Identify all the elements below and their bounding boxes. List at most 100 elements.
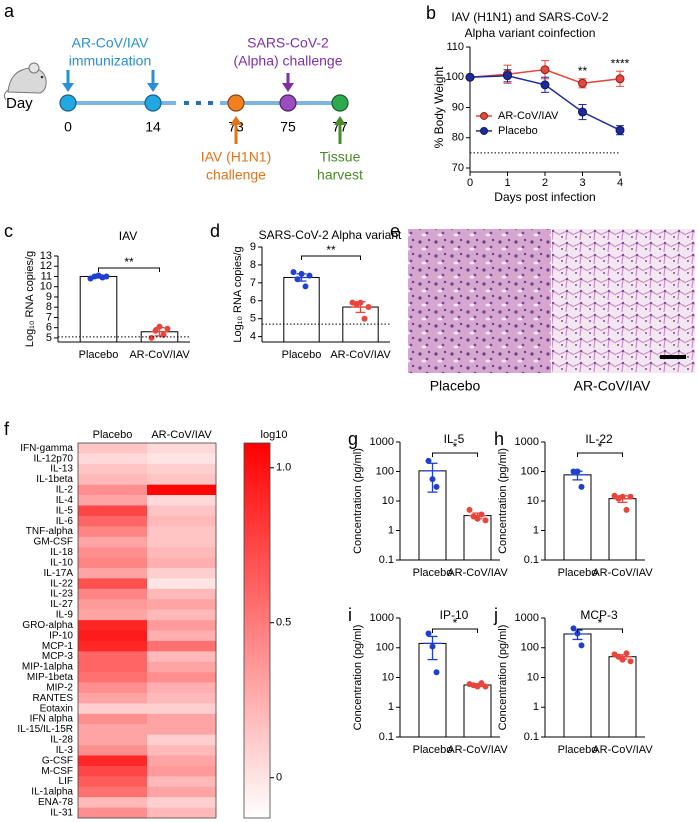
data-point xyxy=(474,515,481,522)
y-tick-label: 1000 xyxy=(515,612,539,624)
histology-image xyxy=(552,229,695,373)
row-label: IL-22 xyxy=(50,578,73,589)
timeline-point xyxy=(227,94,245,112)
y-tick-label: 9 xyxy=(250,241,256,253)
heatmap-cell xyxy=(78,568,148,579)
data-point xyxy=(482,517,489,524)
x-tick-label: AR-CoV/IAV xyxy=(129,349,190,361)
row-label: Eotaxin xyxy=(40,703,73,714)
data-point xyxy=(148,334,155,341)
data-point xyxy=(574,630,581,637)
column-label: AR-CoV/IAV xyxy=(151,429,212,441)
y-axis-label: Concentration (pg/ml) xyxy=(352,625,364,731)
data-point xyxy=(578,78,587,88)
data-point xyxy=(429,476,436,483)
heatmap-cell xyxy=(78,765,148,777)
event-label: Tissue xyxy=(320,149,361,165)
timeline-point xyxy=(331,94,349,112)
row-label: IL-4 xyxy=(56,495,74,506)
annotation: ** xyxy=(578,64,588,78)
y-tick-label: 12 xyxy=(40,260,52,272)
data-point xyxy=(574,468,581,475)
timeline-point xyxy=(279,94,297,112)
heatmap-cell xyxy=(78,797,148,808)
heatmap-cell xyxy=(147,755,217,767)
bar xyxy=(563,474,592,561)
x-tick-label: 2 xyxy=(542,177,548,189)
data-point xyxy=(540,80,550,90)
heatmap-cell xyxy=(78,609,148,621)
row-label: MIP-2 xyxy=(46,682,73,693)
chart-title: Alpha variant coinfection xyxy=(465,26,596,40)
data-point xyxy=(429,643,436,650)
significance-label: ** xyxy=(124,255,134,269)
row-label: TNF-alpha xyxy=(26,526,74,537)
row-label: MCP-1 xyxy=(42,641,74,652)
y-tick-label: 6 xyxy=(250,295,256,307)
heatmap-cell xyxy=(147,661,217,673)
bar xyxy=(283,276,320,343)
heatmap-cell xyxy=(147,620,217,631)
row-label: IL-18 xyxy=(50,547,73,558)
timeline-gap xyxy=(208,101,213,105)
colorbar-tick-label: 1.0 xyxy=(276,462,291,474)
data-point xyxy=(503,71,512,81)
heatmap-cell xyxy=(78,443,148,454)
data-point xyxy=(615,74,625,84)
x-tick-label: Placebo xyxy=(282,349,322,361)
y-axis-label: Concentration (pg/ml) xyxy=(352,448,364,554)
bar xyxy=(608,656,637,738)
y-tick-label: 100 xyxy=(446,71,464,83)
data-point xyxy=(294,276,301,283)
bar xyxy=(463,684,492,738)
panel-label: e xyxy=(390,221,400,241)
scale-bar xyxy=(660,355,686,359)
data-point xyxy=(623,506,630,513)
significance-label: * xyxy=(598,616,603,630)
y-tick-label: 11 xyxy=(41,270,52,282)
heatmap-cell xyxy=(147,453,217,465)
row-label: IL-31 xyxy=(50,807,73,818)
row-label: IL-12p70 xyxy=(34,453,74,464)
row-label: IL-1alpha xyxy=(31,787,73,798)
day-label: Day xyxy=(6,95,33,112)
significance-bracket xyxy=(577,452,623,457)
heatmap-cell xyxy=(78,672,148,683)
heatmap-cell xyxy=(147,484,217,496)
heatmap-cell xyxy=(147,713,217,725)
x-tick-label: AR-CoV/IAV xyxy=(447,744,508,756)
heatmap-cell xyxy=(78,536,148,548)
heatmap-cell xyxy=(78,578,148,590)
panel-label: f xyxy=(4,419,10,439)
legend-label: AR-CoV/IAV xyxy=(498,110,559,122)
chart-title: IL-22 xyxy=(585,432,613,446)
row-label: GRO-alpha xyxy=(22,620,73,631)
panel-label: d xyxy=(210,221,220,241)
y-tick-label: 10 xyxy=(527,671,539,683)
data-point xyxy=(627,493,634,500)
heatmap-cell xyxy=(78,526,148,538)
legend-marker xyxy=(480,111,488,120)
y-tick-label: 110 xyxy=(446,41,464,53)
heatmap-cell xyxy=(147,609,217,621)
x-tick-label: AR-CoV/IAV xyxy=(447,567,508,579)
heatmap-cell xyxy=(78,588,148,600)
data-point xyxy=(465,72,475,82)
x-tick-label: 0 xyxy=(467,177,473,189)
row-label: GM-CSF xyxy=(34,537,73,548)
y-tick-label: 100 xyxy=(376,465,394,477)
significance-bracket xyxy=(301,255,361,260)
x-tick-label: Placebo xyxy=(558,744,598,756)
heatmap-cell xyxy=(78,745,148,756)
data-point xyxy=(474,683,481,690)
heatmap-cell xyxy=(147,505,217,517)
y-tick-label: 7 xyxy=(46,311,52,323)
row-label: RANTES xyxy=(32,693,73,704)
colorbar-tick-label: 0.5 xyxy=(276,617,291,629)
data-point xyxy=(433,669,440,676)
row-label: IFN-gamma xyxy=(20,443,73,454)
heatmap-cell xyxy=(147,807,217,819)
row-label: M-CSF xyxy=(41,766,73,777)
y-tick-label: 8 xyxy=(250,259,256,271)
